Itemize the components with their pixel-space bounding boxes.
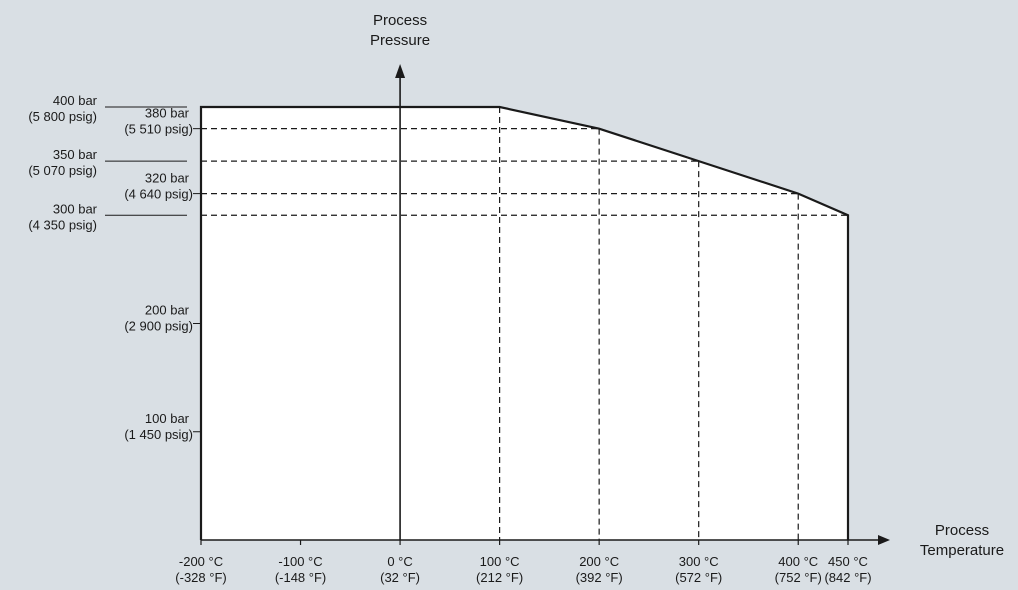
y-tick-label: 380 bar (145, 106, 190, 121)
x-axis-arrow (878, 535, 890, 545)
x-tick-label: 300 °C (679, 554, 719, 569)
y-axis-title-line1: Process (373, 12, 427, 29)
x-axis-title-line1: Process (935, 522, 989, 539)
x-tick-sublabel: (572 °F) (675, 570, 722, 585)
x-tick-label: 200 °C (579, 554, 619, 569)
x-tick-label: -100 °C (278, 554, 322, 569)
y-tick-label: 350 bar (53, 147, 98, 162)
y-tick-sublabel: (4 350 psig) (28, 217, 97, 232)
x-tick-sublabel: (212 °F) (476, 570, 523, 585)
x-tick-sublabel: (32 °F) (380, 570, 420, 585)
x-tick-sublabel: (842 °F) (824, 570, 871, 585)
y-tick-label: 320 bar (145, 171, 190, 186)
x-tick-label: 100 °C (480, 554, 520, 569)
x-tick-sublabel: (-328 °F) (175, 570, 226, 585)
x-tick-label: -200 °C (179, 554, 223, 569)
y-tick-sublabel: (4 640 psig) (124, 187, 193, 202)
x-tick-label: 400 °C (778, 554, 818, 569)
y-tick-label: 100 bar (145, 411, 190, 426)
x-tick-label: 0 °C (387, 554, 412, 569)
x-axis-title-line2: Temperature (920, 542, 1004, 559)
envelope-line (199, 105, 850, 540)
operating-area (201, 107, 848, 540)
x-tick-label: 450 °C (828, 554, 868, 569)
y-tick-sublabel: (5 070 psig) (28, 163, 97, 178)
y-tick-sublabel: (1 450 psig) (124, 427, 193, 442)
y-tick-sublabel: (2 900 psig) (124, 319, 193, 334)
y-tick-sublabel: (5 510 psig) (124, 122, 193, 137)
x-tick-sublabel: (752 °F) (775, 570, 822, 585)
y-tick-label: 400 bar (53, 93, 98, 108)
y-tick-sublabel: (5 800 psig) (28, 109, 97, 124)
y-tick-label: 200 bar (145, 303, 190, 318)
y-axis-title-line2: Pressure (370, 32, 430, 49)
x-tick-sublabel: (392 °F) (576, 570, 623, 585)
y-tick-label: 300 bar (53, 201, 98, 216)
x-tick-sublabel: (-148 °F) (275, 570, 326, 585)
y-axis-arrow (395, 64, 406, 78)
